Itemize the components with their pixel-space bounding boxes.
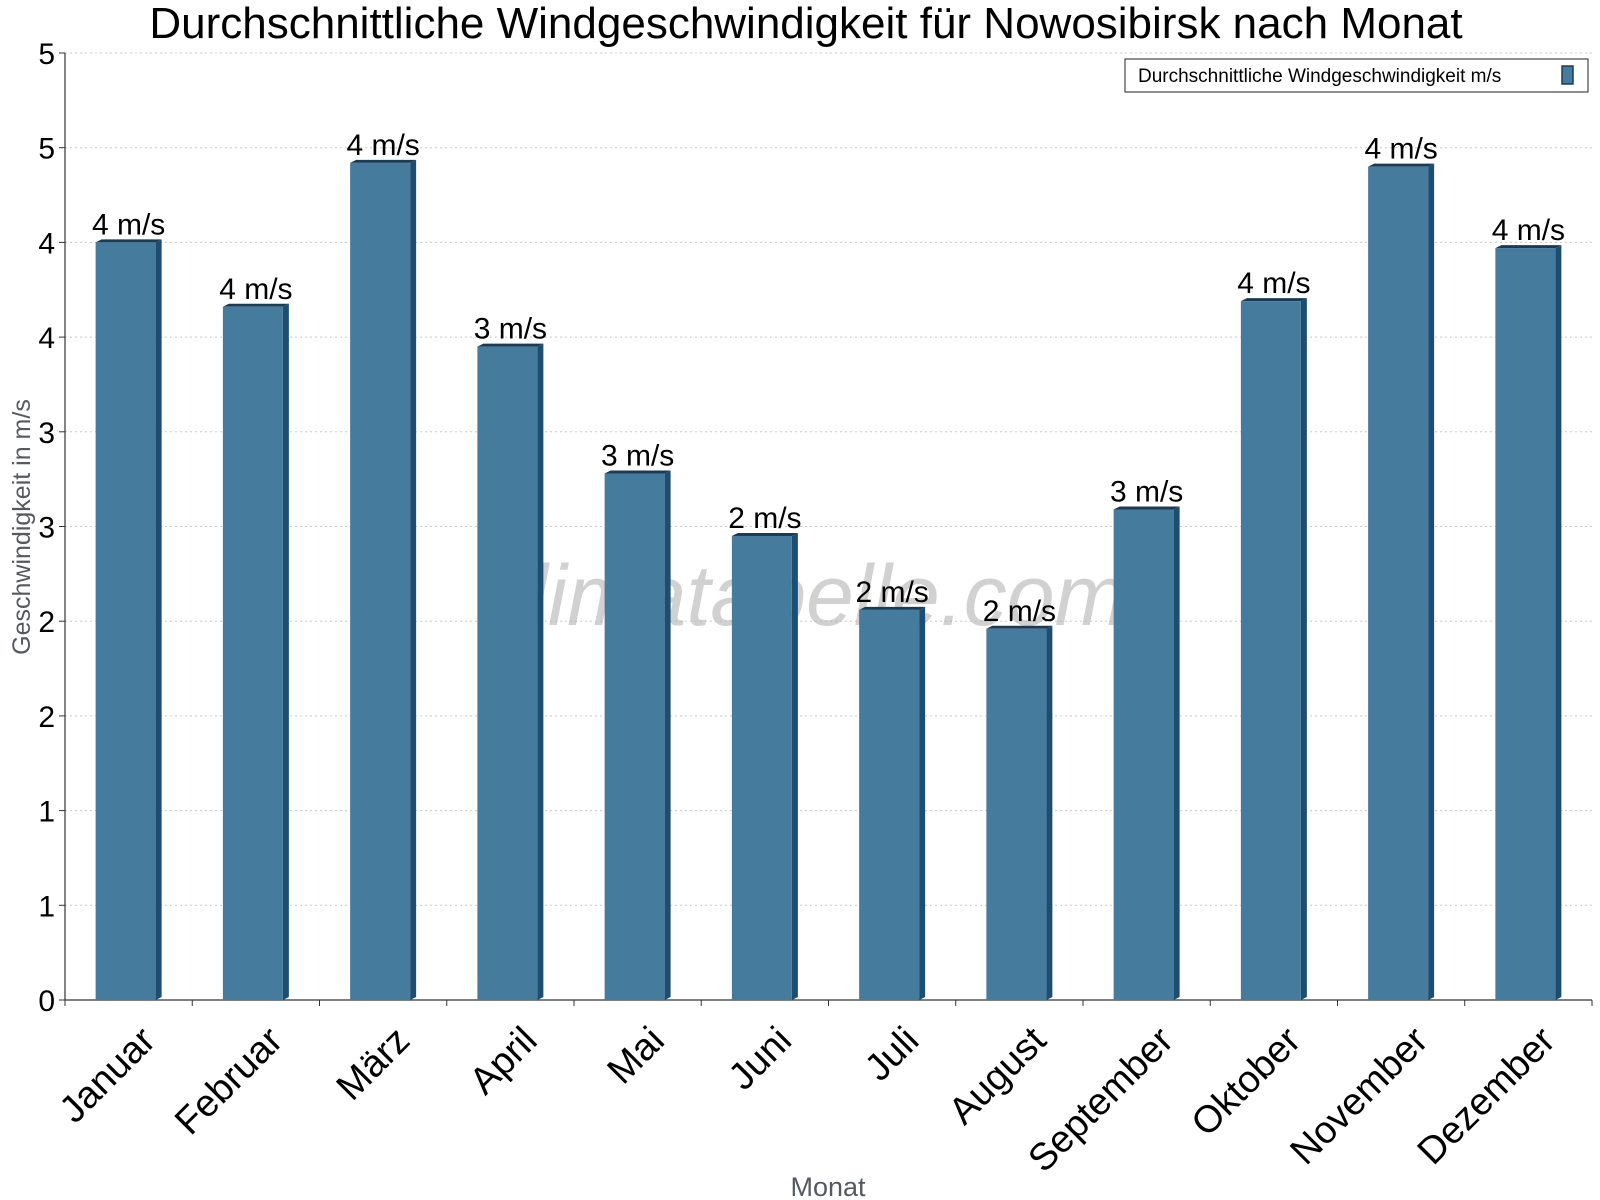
legend-box [1124, 58, 1589, 93]
bar [1240, 301, 1301, 1000]
bar [477, 346, 538, 1000]
data-labels: 4 m/s 4 m/s 4 m/s 3 m/s 3 m/s 2 m/s 2 m/s 2 m/s… [92, 129, 1565, 628]
bar-value-label: 3 m/s [601, 439, 674, 472]
bar [604, 473, 665, 1000]
chart-title: Durchschnittliche Windgeschwindigkeit fü… [149, 0, 1462, 48]
y-tick-label: 3 [38, 417, 55, 450]
bar-top [986, 625, 1053, 629]
bar [859, 609, 920, 1000]
bar-top [222, 303, 289, 307]
bar-value-label: 4 m/s [1492, 214, 1565, 247]
bar-top [731, 532, 798, 536]
bar-top [1495, 245, 1562, 249]
bar-side [537, 343, 544, 1000]
bar-side [155, 239, 162, 1000]
bar-top [1240, 298, 1307, 302]
bars [95, 159, 1562, 1001]
bar-top [1113, 506, 1180, 510]
bar-value-label: 3 m/s [474, 313, 547, 346]
bar-top [1368, 163, 1435, 167]
bar-top [477, 343, 544, 347]
x-axis-title: Monat [790, 1172, 866, 1200]
bar-value-label: 4 m/s [219, 273, 292, 306]
bar-value-label: 2 m/s [728, 502, 801, 535]
y-tick-label: 2 [38, 701, 55, 734]
axes [59, 52, 1593, 1006]
bar-value-label: 4 m/s [1237, 267, 1310, 300]
bar-value-label: 4 m/s [92, 208, 165, 241]
bar-side [1555, 245, 1562, 1000]
y-tick-label: 1 [38, 796, 55, 829]
y-tick-label: 3 [38, 512, 55, 545]
bar [222, 306, 283, 1000]
y-tick-label: 5 [38, 133, 55, 166]
bar-top [859, 606, 926, 610]
bar-side [410, 159, 417, 1001]
bar-value-label: 2 m/s [983, 595, 1056, 628]
y-tick-label: 5 [38, 38, 55, 71]
bar-top [350, 159, 417, 163]
bar [95, 242, 156, 1000]
bar-value-label: 4 m/s [346, 129, 419, 162]
bar-top [604, 470, 671, 474]
y-axis-title: Geschwindigkeit in m/s [8, 399, 36, 655]
bar [731, 535, 792, 1000]
legend-swatch [1561, 65, 1574, 85]
legend: Durchschnittliche Windgeschwindigkeit m/… [1124, 58, 1589, 93]
bar-side [1300, 298, 1307, 1000]
bar [1368, 166, 1429, 1000]
bar-side [1428, 163, 1435, 1000]
bar-value-label: 2 m/s [855, 576, 928, 609]
bar [1495, 248, 1556, 1000]
y-tick-label: 2 [38, 606, 55, 639]
y-tick-label: 4 [38, 227, 55, 260]
bar-side [791, 532, 798, 1000]
y-tick-label: 1 [38, 890, 55, 923]
bar-side [1046, 625, 1053, 1000]
bar-side [282, 303, 289, 1000]
bar-side [664, 470, 671, 1000]
bar [350, 162, 411, 1001]
bar [1113, 509, 1174, 1000]
legend-label: Durchschnittliche Windgeschwindigkeit m/… [1138, 66, 1501, 87]
bar-value-label: 3 m/s [1110, 475, 1183, 508]
bar [986, 628, 1047, 1000]
bar-top [95, 239, 162, 243]
bar-side [1173, 506, 1180, 1000]
bar-value-label: 4 m/s [1364, 133, 1437, 166]
y-tick-label: 0 [38, 985, 55, 1018]
bar-side [919, 606, 926, 1000]
y-tick-label: 4 [38, 322, 55, 355]
